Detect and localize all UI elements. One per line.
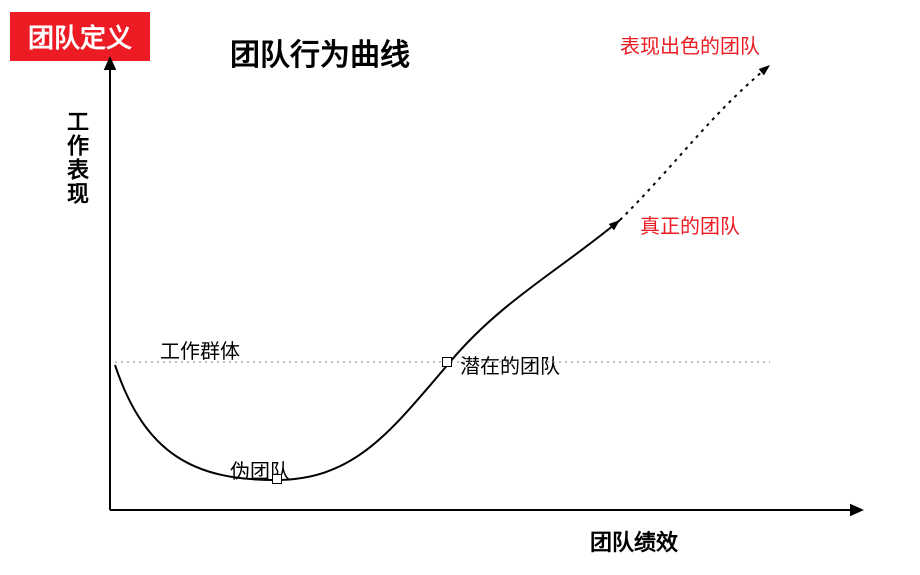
curve-chart (0, 0, 920, 575)
